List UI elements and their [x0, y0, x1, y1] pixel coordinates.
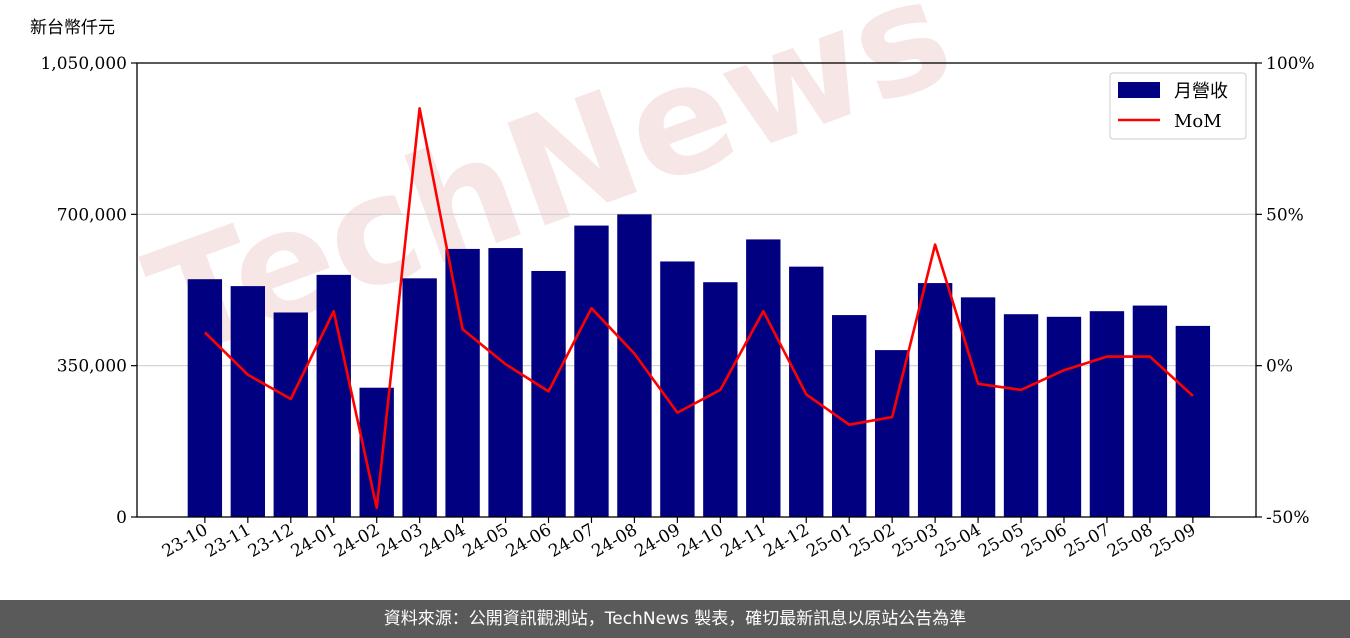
plot-frame	[136, 62, 1257, 518]
legend: 月營收 MoM	[1109, 72, 1247, 140]
mom-line	[203, 107, 1194, 510]
x-tick-label: 24-07	[546, 520, 598, 562]
y-axis-unit-label: 新台幣仟元	[30, 18, 115, 38]
x-tick-label: 23-12	[245, 520, 297, 562]
x-tick-label: 24-02	[331, 520, 383, 562]
x-tick-label: 24-12	[760, 520, 812, 562]
x-axis: 23-1023-1123-1224-0124-0224-0324-0424-05…	[159, 517, 1199, 562]
revenue-bar	[445, 248, 480, 517]
revenue-bar	[1175, 325, 1211, 517]
revenue-bar	[617, 214, 652, 518]
x-tick-label: 25-07	[1061, 520, 1113, 562]
x-tick-label: 25-01	[803, 520, 855, 562]
x-tick-label: 24-03	[374, 520, 426, 562]
revenue-bar	[1003, 314, 1039, 517]
x-tick-label: 23-10	[159, 520, 211, 562]
x-tick-label: 25-06	[1018, 520, 1070, 562]
x-tick-label: 24-10	[674, 520, 726, 562]
left-y-tick-label: 700,000	[57, 205, 127, 225]
x-tick-label: 24-06	[503, 520, 555, 562]
right-y-tick-label: -50%	[1266, 508, 1310, 528]
x-tick-label: 24-09	[631, 520, 683, 562]
x-tick-label: 25-09	[1147, 520, 1199, 562]
legend-revenue-label: 月營收	[1174, 81, 1228, 102]
revenue-bar	[488, 248, 523, 517]
x-tick-label: 25-02	[846, 520, 898, 562]
x-tick-label: 24-05	[460, 520, 512, 562]
x-tick-label: 24-08	[588, 520, 640, 562]
revenue-bar	[874, 350, 910, 517]
right-y-tick-label: 50%	[1266, 205, 1304, 225]
mom-series	[203, 107, 1194, 510]
legend-revenue-swatch	[1118, 82, 1160, 98]
revenue-bar	[273, 312, 308, 517]
x-tick-label: 25-05	[975, 520, 1027, 562]
revenue-bar	[917, 283, 953, 517]
revenue-bar	[1089, 311, 1125, 517]
revenue-bar	[1132, 305, 1168, 517]
x-tick-label: 24-04	[417, 520, 469, 562]
x-tick-label: 24-01	[288, 520, 340, 562]
revenue-bar	[574, 225, 609, 517]
x-tick-label: 25-04	[932, 520, 984, 562]
revenue-bar	[187, 279, 223, 517]
revenue-bar	[703, 282, 738, 517]
revenue-bar	[660, 261, 695, 517]
revenue-bar	[1046, 316, 1082, 517]
x-tick-label: 25-03	[889, 520, 941, 562]
x-tick-label: 24-11	[717, 520, 769, 562]
revenue-bar	[402, 278, 437, 517]
bar-series	[187, 214, 1211, 518]
right-y-axis: -50% 0% 50% 100%	[1256, 54, 1315, 528]
revenue-bar	[746, 239, 781, 517]
revenue-chart: TechNews 新台幣仟元 0350,000700,0001,050,000 …	[30, 0, 1315, 562]
left-y-tick-label: 0	[116, 508, 127, 528]
left-y-tick-label: 1,050,000	[40, 54, 127, 74]
source-footer: 資料來源：公開資訊觀測站，TechNews 製表，確切最新訊息以原站公告為準	[0, 600, 1350, 638]
revenue-bar	[960, 297, 996, 517]
left-y-axis: 0 350,000 700,000 1,050,000	[40, 54, 137, 528]
x-tick-label: 23-11	[202, 520, 254, 562]
left-y-tick-label: 350,000	[57, 357, 127, 377]
legend-mom-label: MoM	[1174, 111, 1222, 132]
revenue-bar	[230, 286, 266, 517]
revenue-bar	[531, 270, 566, 517]
x-tick-label: 25-08	[1104, 520, 1156, 562]
right-y-tick-label: 100%	[1266, 54, 1315, 74]
right-y-tick-label: 0%	[1266, 357, 1293, 377]
